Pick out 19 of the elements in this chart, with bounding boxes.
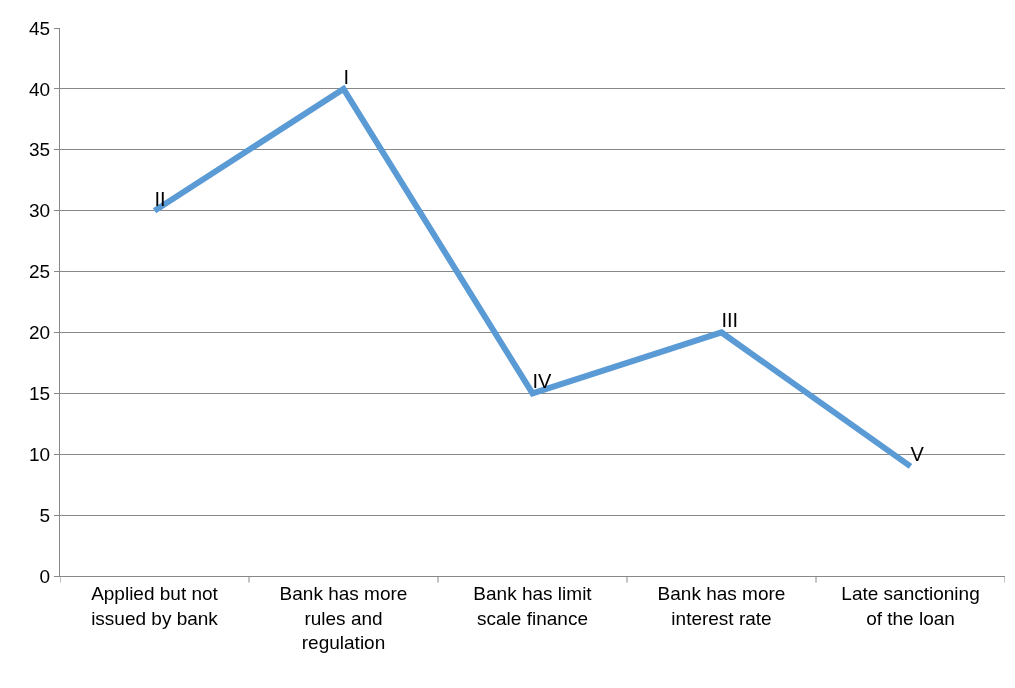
- y-tick-label: 25: [29, 261, 51, 283]
- data-label: I: [343, 65, 350, 88]
- y-tick-label: 15: [29, 382, 51, 404]
- y-tick-label: 5: [39, 504, 51, 526]
- x-tick-label: Applied but not issued by bank: [91, 582, 219, 629]
- y-tick-label: 10: [29, 443, 51, 465]
- data-label: III: [721, 309, 739, 332]
- y-tick-label: 20: [29, 322, 51, 344]
- y-tick-label: 40: [29, 78, 51, 100]
- y-tick-label: 35: [29, 139, 51, 161]
- x-tick-label: Bank has more rules and regulation: [279, 582, 408, 654]
- y-tick-label: 45: [29, 17, 51, 39]
- y-tick-label: 0: [39, 565, 51, 587]
- x-tick-label: Bank has more interest rate: [657, 582, 786, 629]
- y-tick-label: 30: [29, 200, 51, 222]
- x-tick-label: Late sanctioning of the loan: [841, 582, 980, 629]
- x-tick-label: Bank has limit scale finance: [473, 582, 593, 629]
- data-label: IV: [532, 370, 553, 393]
- data-label: V: [910, 443, 925, 466]
